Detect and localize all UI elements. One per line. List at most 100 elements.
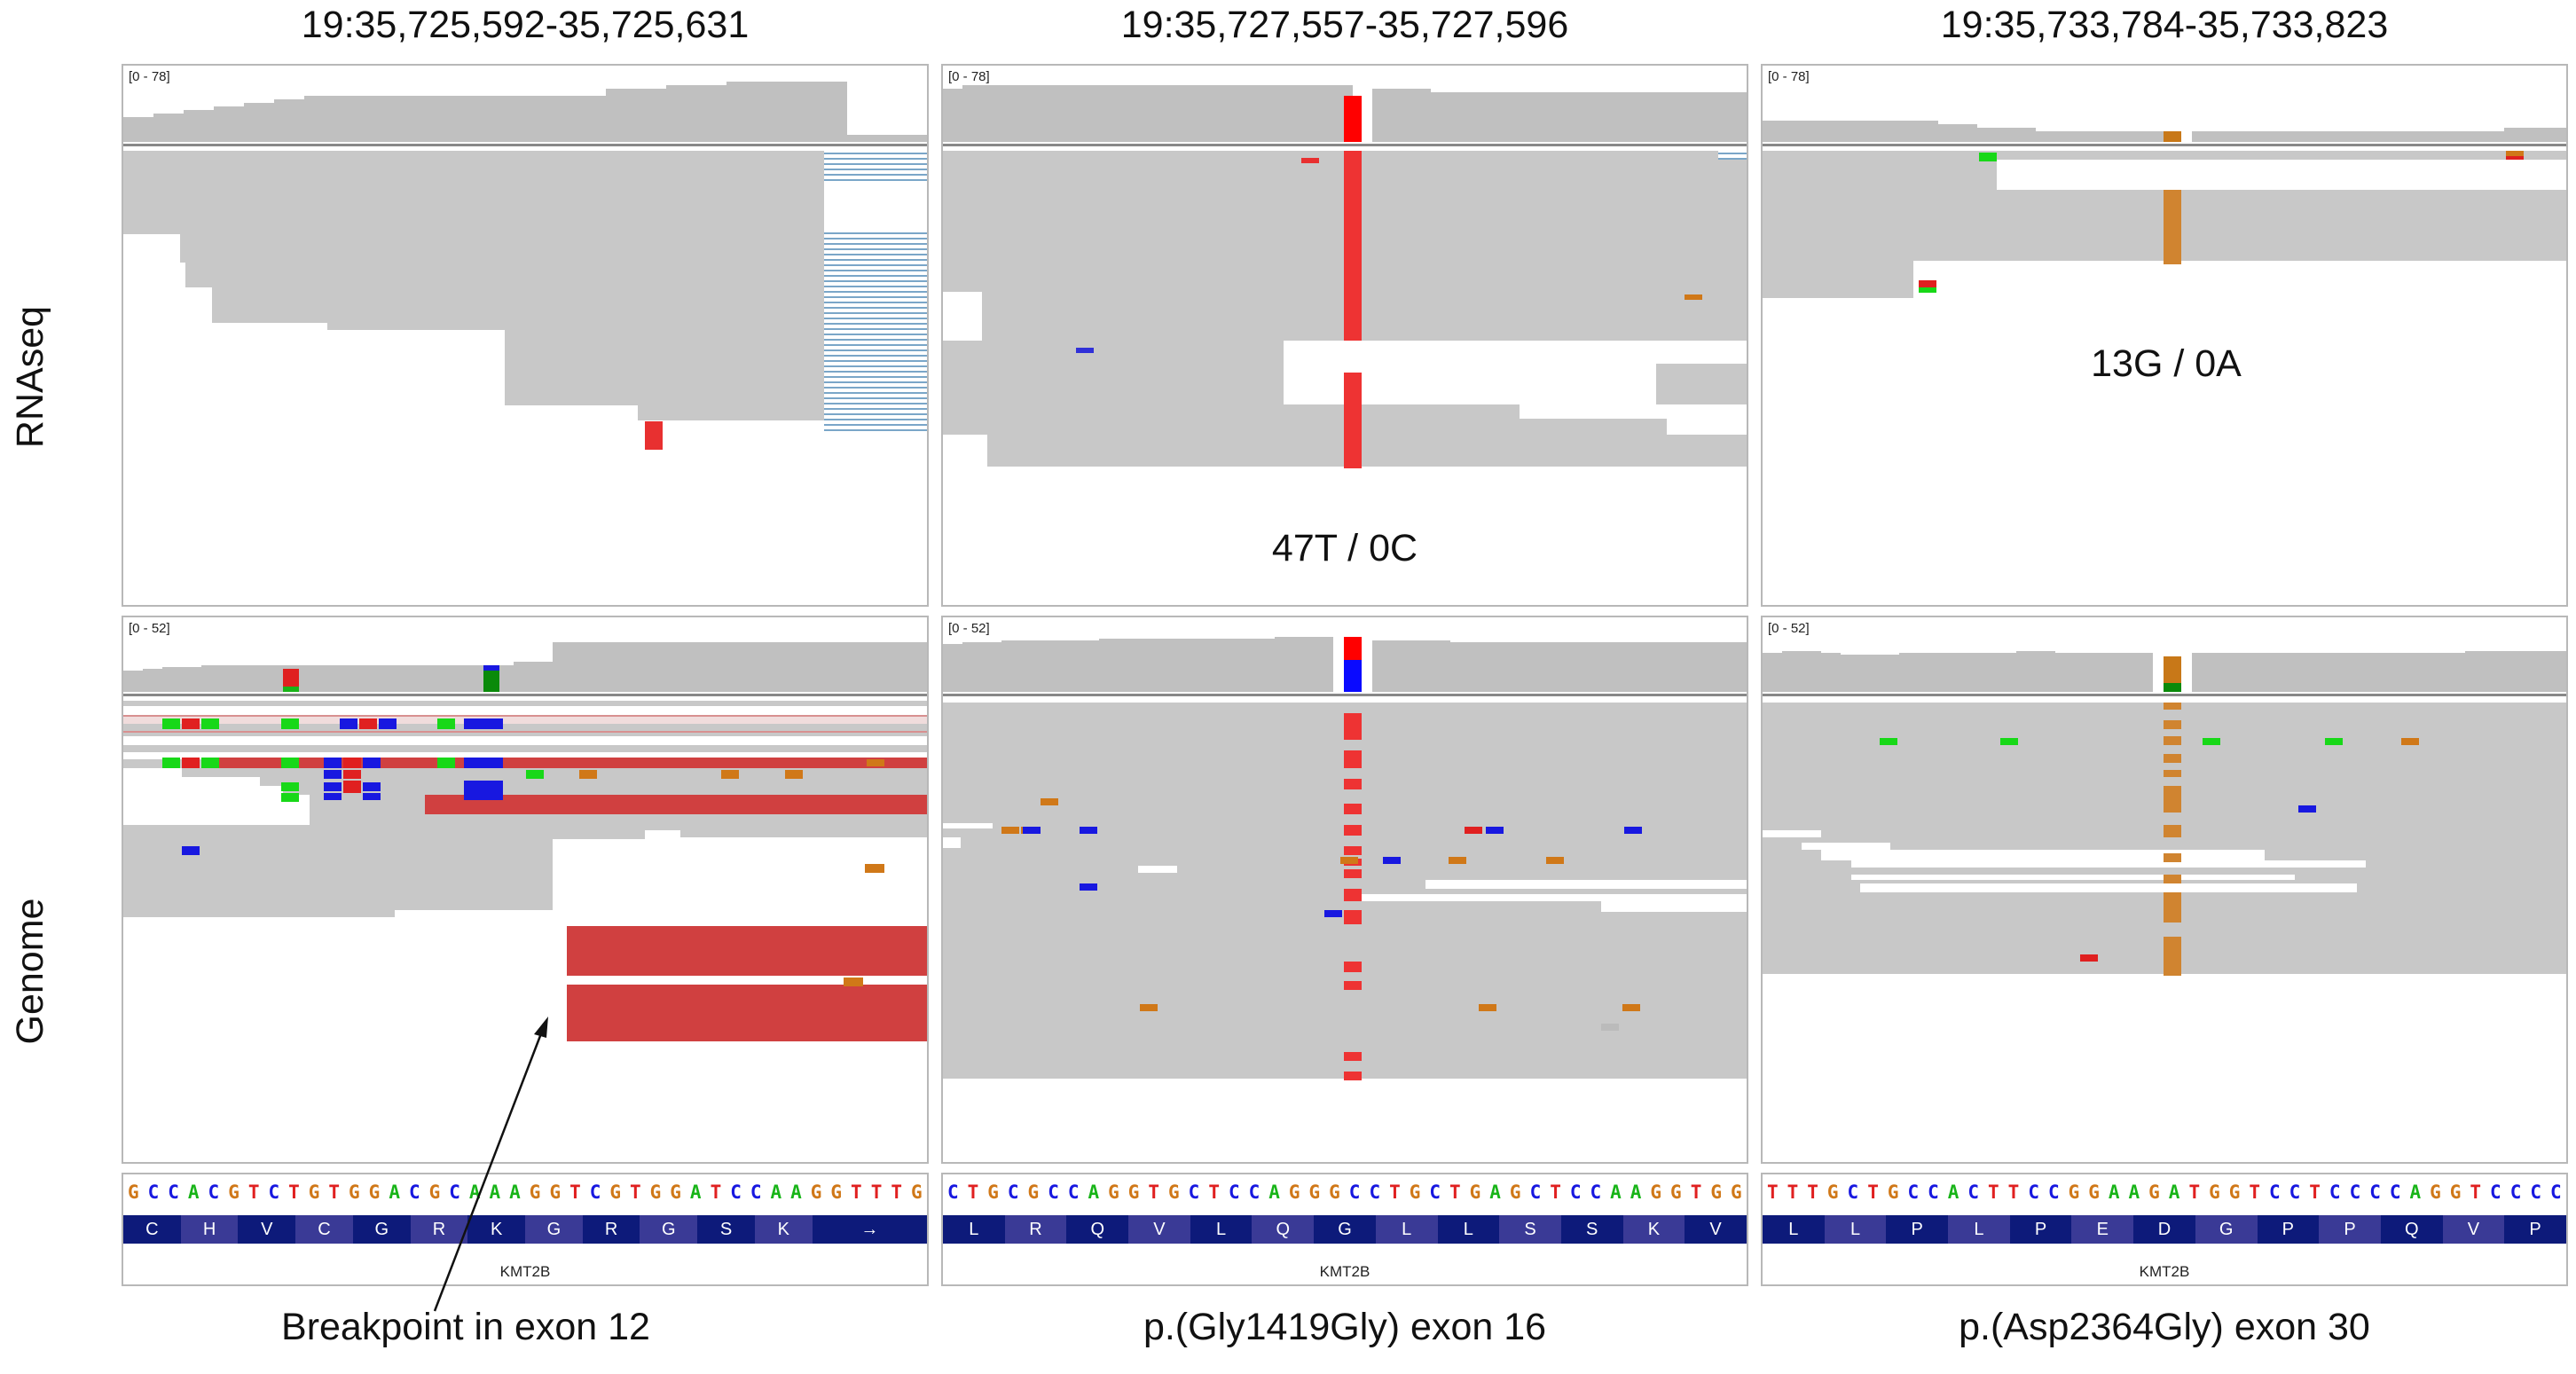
- amino-acid: V: [1128, 1215, 1190, 1244]
- gene-label-3: KMT2B: [2139, 1263, 2190, 1280]
- amino-acid: S: [1586, 1220, 1598, 1239]
- amino-acid: V: [2442, 1215, 2505, 1244]
- base-T: T: [1449, 1182, 1461, 1203]
- base-G: G: [987, 1182, 999, 1203]
- rna-alignment-view-3: [1763, 121, 2566, 298]
- rnaseq-track-panel-3[interactable]: [0 - 78]: [1761, 64, 2568, 607]
- base-T: T: [1690, 1182, 1702, 1203]
- dna-coverage-bars-2: [943, 637, 1747, 692]
- amino-acid: K: [491, 1220, 503, 1239]
- base-T: T: [967, 1182, 979, 1203]
- rna-mismatch-3a: [1979, 153, 1997, 161]
- rna-reads-1: [123, 151, 824, 420]
- base-C: C: [2530, 1182, 2541, 1203]
- base-T: T: [288, 1182, 300, 1203]
- rnaseq-track-panel-1[interactable]: [0 - 78]: [122, 64, 929, 607]
- genome-track-panel-3[interactable]: [0 - 52]: [1761, 616, 2568, 1164]
- base-T: T: [1787, 1182, 1799, 1203]
- genome-track-panel-2[interactable]: [0 - 52]: [941, 616, 1748, 1164]
- base-C: C: [1048, 1182, 1059, 1203]
- base-G: G: [830, 1182, 843, 1203]
- base-C: C: [2047, 1182, 2060, 1203]
- base-G: G: [2148, 1182, 2160, 1203]
- base-G: G: [2088, 1182, 2100, 1203]
- amino-acid: G: [1338, 1220, 1352, 1239]
- base-C: C: [2349, 1182, 2361, 1203]
- base-C: C: [2490, 1182, 2501, 1203]
- amino-acid: R: [1004, 1215, 1067, 1244]
- base-C: C: [1067, 1182, 1080, 1203]
- dna-mismatches-2: [1001, 798, 1642, 1031]
- base-A: A: [489, 1182, 501, 1203]
- rna-allele-count-2: 47T / 0C: [1271, 527, 1418, 569]
- dna-coverage-bars-3: [1763, 651, 2566, 692]
- base-A: A: [2108, 1182, 2120, 1203]
- row-label-rnaseq: RNAseq: [9, 305, 51, 449]
- rna-splice-lines-2: [1718, 153, 1747, 160]
- base-C: C: [2369, 1182, 2381, 1203]
- rna-alignment-view-2: [943, 85, 1747, 468]
- base-A: A: [509, 1182, 521, 1203]
- rna-white-gaps-1: [123, 234, 505, 403]
- amino-acid: Q: [1252, 1215, 1315, 1244]
- amino-acid: V: [261, 1220, 273, 1239]
- amino-acid: L: [1788, 1220, 1799, 1239]
- dna-reads-2: [943, 703, 1747, 1102]
- base-G: G: [1288, 1182, 1300, 1203]
- base-T: T: [328, 1182, 341, 1203]
- dna-mismatches-1: [162, 718, 884, 986]
- base-C: C: [2389, 1182, 2401, 1203]
- dna-alignment-view-2: [943, 637, 1747, 1162]
- rna-coverage-bars-2: [943, 85, 1747, 142]
- base-G: G: [2209, 1182, 2220, 1203]
- base-A: A: [770, 1182, 782, 1203]
- base-G: G: [1108, 1182, 1119, 1203]
- base-C: C: [2509, 1182, 2522, 1203]
- amino-acid: S: [1499, 1215, 1561, 1244]
- row-label-genome: Genome: [9, 898, 51, 1045]
- base-G: G: [1509, 1182, 1521, 1203]
- dna-reads-3: [1763, 703, 2566, 986]
- rna-coverage-bars-3: [1763, 121, 2566, 142]
- rnaseq-track-panel-2[interactable]: [0 - 78]: [941, 64, 1748, 607]
- base-C: C: [2028, 1182, 2039, 1203]
- rna-mismatch-3b: [2506, 151, 2524, 156]
- base-C: C: [589, 1182, 601, 1203]
- base-C: C: [1248, 1182, 1261, 1203]
- locus-title-3: 19:35,733,784-35,733,823: [1940, 4, 2389, 46]
- dna-coverage-range-2: [0 - 52]: [948, 621, 990, 636]
- amino-acid: L: [969, 1220, 979, 1239]
- rna-variant-column-3: [2164, 190, 2181, 264]
- base-T: T: [1208, 1182, 1220, 1203]
- rna-allele-count-3: 13G / 0A: [2091, 342, 2242, 385]
- dna-alignment-view-3: [1763, 651, 2566, 1162]
- base-G: G: [308, 1182, 320, 1203]
- base-G: G: [368, 1182, 381, 1203]
- base-C: C: [268, 1182, 280, 1203]
- amino-acid: G: [2195, 1215, 2258, 1244]
- amino-acid: P: [2319, 1215, 2381, 1244]
- dna-mismatches-3: [1880, 738, 2419, 962]
- amino-acid: L: [1463, 1220, 1473, 1239]
- base-G: G: [1469, 1182, 1481, 1203]
- base-C: C: [1228, 1182, 1240, 1203]
- rna-mismatch-2c: [1685, 294, 1702, 300]
- base-G: G: [2430, 1182, 2441, 1203]
- base-A: A: [1489, 1182, 1501, 1203]
- base-G: G: [1329, 1182, 1340, 1203]
- base-C: C: [1007, 1182, 1019, 1203]
- amino-acid: K: [754, 1215, 813, 1244]
- base-T: T: [851, 1182, 862, 1203]
- rna-mismatch-1: [645, 421, 663, 450]
- base-A: A: [187, 1182, 200, 1203]
- genome-track-panel-1[interactable]: [0 - 52]: [122, 616, 929, 1164]
- base-C: C: [2549, 1182, 2562, 1203]
- rna-mismatch-2b: [1076, 348, 1094, 353]
- base-C: C: [1907, 1182, 1920, 1203]
- base-T: T: [891, 1182, 902, 1203]
